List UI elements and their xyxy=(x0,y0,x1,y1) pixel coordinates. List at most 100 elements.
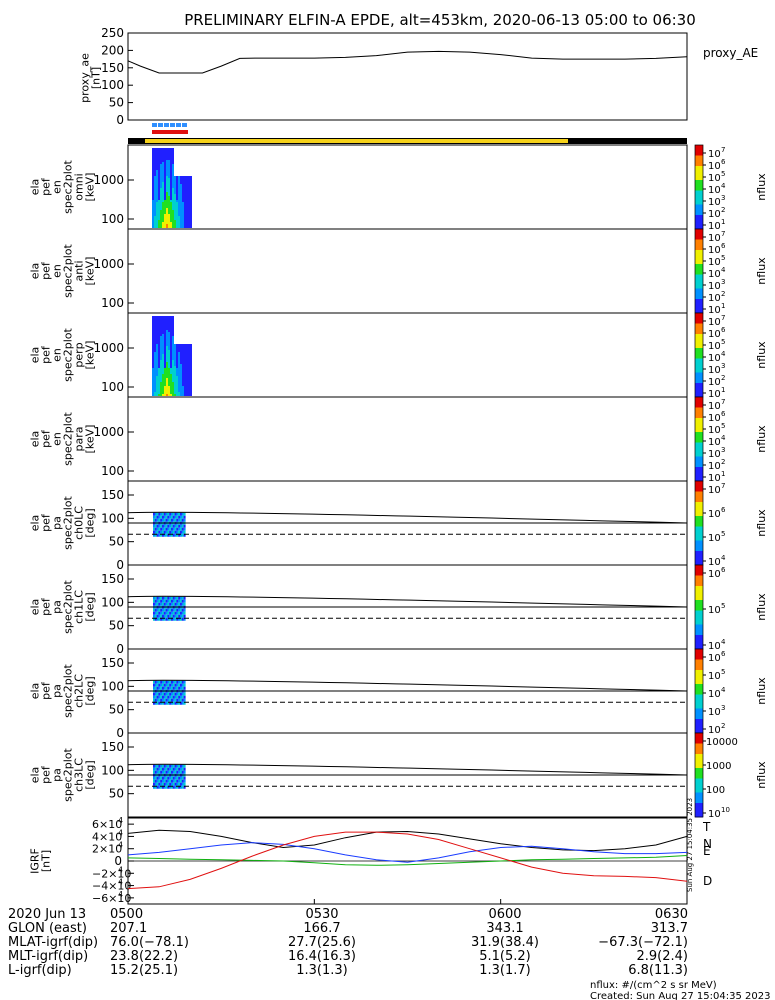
spectrogram-cell xyxy=(152,384,154,386)
spectrogram-cell xyxy=(156,180,158,182)
spectrogram-cell xyxy=(154,779,157,783)
spectrogram-cell xyxy=(180,512,182,516)
y-tick-label: 4 xyxy=(118,878,123,887)
spectrogram-cell xyxy=(170,386,172,388)
spectrogram-cell xyxy=(172,368,174,370)
spectrogram-cell xyxy=(162,374,164,376)
spectrogram-cell xyxy=(184,380,186,382)
spectrogram-cell xyxy=(182,178,184,180)
colorbar-segment xyxy=(695,159,703,163)
spectrogram-cell xyxy=(186,366,188,368)
colorbar-segment xyxy=(695,169,703,174)
colorbar-tick-label: 2 xyxy=(721,722,725,730)
spectrogram-cell xyxy=(172,170,174,172)
y-axis-label: [deg] xyxy=(84,676,97,705)
colorbar-segment xyxy=(695,288,703,293)
spectrogram-cell xyxy=(183,695,186,699)
spectrogram-cell xyxy=(152,178,154,180)
spectrogram-cell xyxy=(180,372,182,374)
y-axis-label: pef xyxy=(40,597,53,616)
spectrogram-cell xyxy=(164,188,166,190)
spectrogram-cell xyxy=(168,210,170,212)
spectrogram-cell xyxy=(170,344,172,346)
spectrogram-cell xyxy=(168,200,170,202)
spectrogram-cell xyxy=(154,176,156,178)
spectrogram-cell xyxy=(160,208,162,210)
spectrogram-cell xyxy=(176,188,178,190)
spectrogram-cell xyxy=(163,533,166,537)
spectrogram-cell xyxy=(162,168,164,170)
colorbar-segment xyxy=(695,740,703,744)
spectrogram-cell xyxy=(174,602,177,606)
spectrogram-cell xyxy=(190,386,192,388)
spectrogram-cell xyxy=(162,362,164,364)
colorbar-tick-label: 5 xyxy=(721,338,725,346)
colorbar-segment xyxy=(695,572,703,576)
spectrogram-cell xyxy=(152,318,154,320)
side-stamp: Sun Aug 27 15:04:35 2023 xyxy=(686,798,694,892)
spectrogram-cell xyxy=(165,785,168,789)
spectrogram-cell xyxy=(166,194,168,196)
spectrogram-cell xyxy=(160,184,162,186)
spectrogram-cell xyxy=(184,182,186,184)
spectrogram-cell xyxy=(184,344,186,346)
spectrogram-cell xyxy=(178,356,180,358)
spectrogram-cell xyxy=(169,692,172,696)
spectrogram-cell xyxy=(168,330,170,332)
spectrogram-cell xyxy=(156,770,159,774)
spectrogram-cell xyxy=(162,322,164,324)
spectrogram-cell xyxy=(169,524,172,528)
spectrogram-cell xyxy=(182,196,184,198)
spectrogram-cell xyxy=(154,156,156,158)
spectrogram-cell xyxy=(153,683,155,687)
spectrogram-cell xyxy=(154,214,156,216)
spectrogram-cell xyxy=(156,530,159,534)
spectrogram-cell xyxy=(153,518,155,522)
spectrogram-cell xyxy=(178,372,180,374)
spectrogram-cell xyxy=(178,686,181,690)
spectrogram-cell xyxy=(154,320,156,322)
colorbar-segment xyxy=(695,677,703,681)
spectrogram-cell xyxy=(172,614,175,618)
spectrogram-cell xyxy=(154,218,156,220)
colorbar-segment xyxy=(695,610,703,615)
spectrogram-cell xyxy=(180,196,182,198)
spectrogram-cell xyxy=(178,779,181,783)
y-tick-label: 2×10 xyxy=(92,843,122,856)
spectrogram-cell xyxy=(165,617,168,621)
colorbar-segment xyxy=(695,330,703,335)
spectrogram-cell xyxy=(180,180,182,182)
colorbar-tick-label: 10 xyxy=(708,173,721,184)
colorbar-tick-label: 10 xyxy=(708,257,721,268)
spectrogram-cell xyxy=(176,184,178,186)
colorbar-segment xyxy=(695,306,703,310)
colorbar-tick-label: 4 xyxy=(721,266,726,274)
spectrogram-cell xyxy=(184,346,186,348)
spectrogram-cell xyxy=(176,602,179,606)
spectrogram-cell xyxy=(166,372,168,374)
spectrogram-cell xyxy=(162,368,164,370)
spectrogram-cell xyxy=(160,364,162,366)
spectrogram-cell xyxy=(180,202,182,204)
y-tick-label: 100 xyxy=(101,212,124,226)
spectrogram-cell xyxy=(168,368,170,370)
y-axis-label: pef xyxy=(40,345,53,364)
spectrogram-cell xyxy=(182,390,184,392)
spectrogram-cell xyxy=(182,388,184,390)
spectrogram-cell xyxy=(164,156,166,158)
spectrogram-cell xyxy=(152,166,154,168)
spectrogram-cell xyxy=(181,518,184,522)
spectrogram-cell xyxy=(172,376,174,378)
orbit-cell: 343.1 xyxy=(486,921,523,936)
spectrogram-cell xyxy=(162,698,164,702)
spectrogram-cell xyxy=(184,224,186,226)
spectrogram-cell xyxy=(172,352,174,354)
colorbar-segment xyxy=(695,187,703,191)
spectrogram-cell xyxy=(174,515,177,519)
spectrogram-cell xyxy=(186,214,188,216)
spectrogram-cell xyxy=(160,680,163,684)
spectrogram-cell xyxy=(160,354,162,356)
colorbar-segment xyxy=(695,407,703,412)
spectrogram-cell xyxy=(153,776,155,780)
